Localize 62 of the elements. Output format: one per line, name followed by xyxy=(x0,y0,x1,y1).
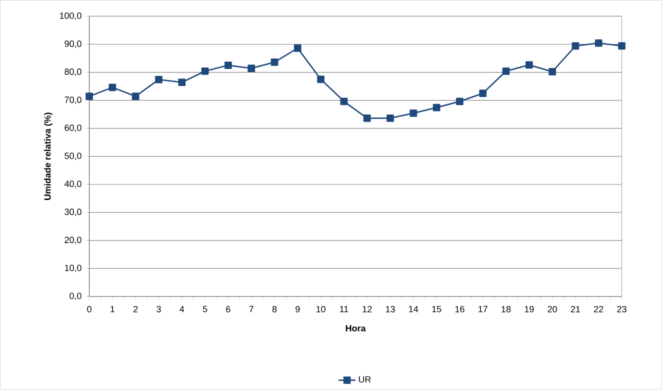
x-tick-label: 11 xyxy=(340,306,348,312)
point xyxy=(270,58,278,66)
point xyxy=(410,110,418,117)
x-tick-label: 4 xyxy=(180,306,184,312)
x-tick-label: 23 xyxy=(617,306,626,312)
x-tick-label: 3 xyxy=(156,306,161,312)
y-tick-label: 90,0 xyxy=(64,40,82,48)
point xyxy=(525,61,533,69)
x-axis-title: Hora xyxy=(346,325,366,332)
y-tick-label: 0,0 xyxy=(70,292,82,300)
point xyxy=(594,40,602,47)
legend-label: UR xyxy=(358,376,371,383)
point xyxy=(86,92,93,100)
x-tick-label: 17 xyxy=(478,306,488,312)
x-tick-label: 5 xyxy=(202,306,208,312)
point xyxy=(386,114,394,122)
x-tick-label: 8 xyxy=(272,306,277,312)
point xyxy=(248,64,256,72)
y-tick-label: 40,0 xyxy=(64,180,82,188)
x-tick-label: 12 xyxy=(362,306,372,312)
y-tick-label: 70,0 xyxy=(64,96,82,104)
x-tick-label: 19 xyxy=(524,306,534,312)
y-tick-label: 20,0 xyxy=(64,236,82,244)
y-tick-label: 30,0 xyxy=(64,208,82,216)
y-tick-label: 50,0 xyxy=(64,152,82,160)
point xyxy=(456,98,464,106)
point xyxy=(548,68,556,76)
point xyxy=(224,62,232,70)
point xyxy=(294,44,302,52)
x-tick-label: 21 xyxy=(570,306,580,312)
point xyxy=(363,114,371,122)
x-tick-label: 18 xyxy=(502,306,511,312)
y-tick-label: 10,0 xyxy=(64,264,82,272)
point xyxy=(201,68,209,75)
x-tick-label: 9 xyxy=(296,306,300,312)
x-tick-label: 2 xyxy=(134,306,138,312)
x-tick-label: 22 xyxy=(594,306,604,312)
point xyxy=(572,42,580,50)
point xyxy=(132,92,140,100)
point xyxy=(317,76,324,84)
point xyxy=(479,90,487,98)
x-tick-label: 13 xyxy=(386,306,395,312)
point xyxy=(432,104,440,112)
x-tick-label: 10 xyxy=(316,306,326,312)
x-tick-label: 7 xyxy=(249,306,254,312)
point xyxy=(108,84,116,92)
point xyxy=(155,76,162,84)
y-tick-label: 60,0 xyxy=(64,124,82,132)
y-axis-title: Umidade relativa (%) xyxy=(44,112,52,200)
x-tick-label: 15 xyxy=(432,306,442,312)
x-tick-label: 1 xyxy=(110,306,114,312)
point xyxy=(618,42,626,50)
point xyxy=(340,98,348,106)
x-tick-label: 6 xyxy=(226,306,230,312)
x-tick-label: 14 xyxy=(409,306,418,312)
point xyxy=(178,78,186,86)
x-tick-label: 0 xyxy=(87,306,92,312)
y-tick-label: 100,0 xyxy=(60,12,82,20)
y-tick-label: 80,0 xyxy=(64,68,82,76)
x-tick-label: 20 xyxy=(548,306,557,312)
x-tick-label: 16 xyxy=(455,306,464,312)
point xyxy=(502,68,510,75)
